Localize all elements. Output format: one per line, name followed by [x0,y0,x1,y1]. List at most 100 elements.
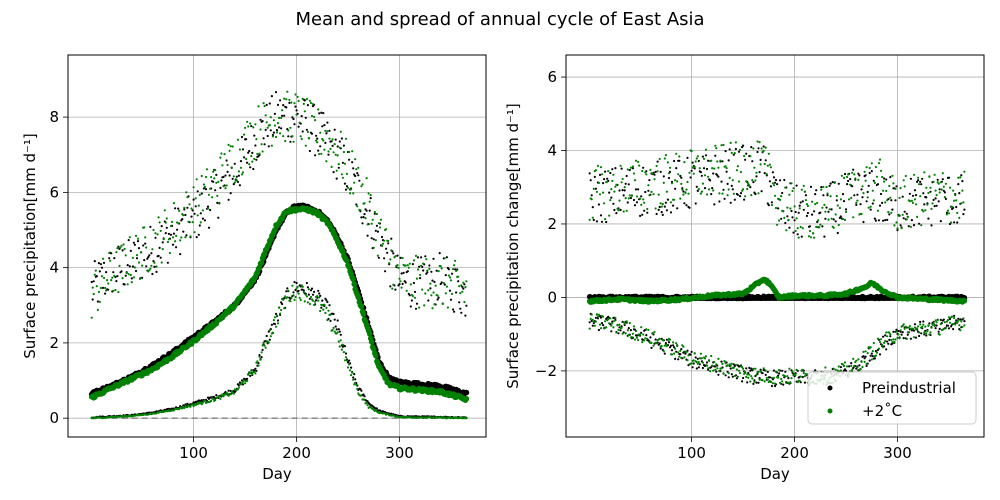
data-point-upper [250,125,253,128]
data-point-upper [304,144,307,147]
data-point-upper [696,155,699,158]
data-point-upper [600,173,604,176]
data-point-upper [160,261,163,264]
data-point-lower [919,320,922,323]
data-point-upper [204,188,208,191]
data-point-upper [700,190,704,193]
data-point-upper [617,209,620,212]
data-point-upper [603,202,606,205]
data-point-lower [341,343,344,346]
data-point-lower [668,346,672,349]
data-point-lower [679,353,682,356]
data-point-lower [247,373,250,376]
data-point-upper [463,300,466,304]
data-point-upper [904,174,907,178]
data-point-lower [864,355,867,358]
data-point-lower [842,364,846,368]
data-point-upper [304,116,307,119]
data-point-upper [102,261,106,264]
data-point-upper [695,185,698,188]
data-point-lower [801,375,804,379]
data-point-upper [428,267,431,270]
data-point-upper [827,210,830,213]
right-y-axis-label: Surface precipitation change[mm d⁻¹] [504,103,522,389]
data-point-upper [300,115,303,118]
data-point-upper [731,188,734,191]
data-point-upper [231,145,234,148]
data-point-upper [628,168,631,172]
data-point-lower [318,292,321,295]
data-point-lower [651,332,654,335]
data-point-upper [885,178,888,181]
data-point-lower [729,367,732,370]
data-point-upper [292,140,295,143]
data-point-lower [759,370,762,373]
data-point-upper [167,238,170,241]
data-point-upper [958,192,961,195]
data-point-upper [316,137,319,140]
data-point-lower [183,406,186,410]
data-point-upper [453,310,456,313]
data-point-upper [635,201,639,204]
data-point-upper [406,270,409,273]
data-point-upper [426,271,429,274]
data-point-upper [718,200,721,203]
data-point-upper [305,128,308,131]
data-point-upper [460,311,463,314]
data-point-upper [164,232,167,235]
data-point-upper [933,205,936,208]
data-point-upper [835,199,838,202]
data-point-lower [761,379,764,382]
data-point-lower [689,353,692,356]
data-point-upper [141,276,144,279]
data-point-upper [262,137,265,140]
data-point-upper [269,129,272,132]
data-point-upper [599,166,603,169]
data-point-upper [920,183,923,186]
data-point-upper [899,224,902,227]
data-point-upper [380,244,384,247]
data-point-upper [641,169,644,173]
data-point-upper [462,281,465,284]
data-point-upper [146,257,149,260]
data-point-upper [213,177,216,180]
data-point-upper [132,276,135,279]
data-point-upper [856,199,859,202]
data-point-upper [766,164,769,167]
data-point-upper [955,199,958,202]
data-point-upper [669,201,673,204]
data-point-upper [368,209,371,212]
data-point-upper [963,208,966,211]
data-point-lower [323,303,326,306]
data-point-lower [692,362,695,365]
data-point-upper [397,266,400,269]
data-point-upper [121,277,124,280]
data-point-upper [282,104,285,107]
data-point-lower [779,381,782,384]
data-point-upper [712,172,715,175]
data-point-lower [634,329,638,333]
data-point-upper [722,188,725,191]
data-point-upper [287,135,290,138]
data-point-upper [608,191,611,194]
data-point-upper [193,212,196,215]
data-point-upper [889,176,892,179]
data-point-upper [698,167,701,170]
data-point-upper [400,272,403,275]
data-point-lower [716,367,719,370]
data-point-lower [356,387,359,390]
data-point-lower [257,362,260,365]
legend-box [807,371,977,425]
legend-label-plus2c: +2˚C [862,402,902,420]
data-point-upper [415,277,419,280]
data-point-upper [399,280,402,283]
data-point-upper [611,179,614,183]
data-point-upper [362,216,365,219]
data-point-lower [701,366,705,370]
data-point-lower [859,368,862,371]
data-point-upper [806,204,810,208]
data-point-upper [839,198,843,201]
data-point-upper [156,233,159,236]
data-point-lower [273,316,276,319]
data-point-lower [270,323,273,326]
